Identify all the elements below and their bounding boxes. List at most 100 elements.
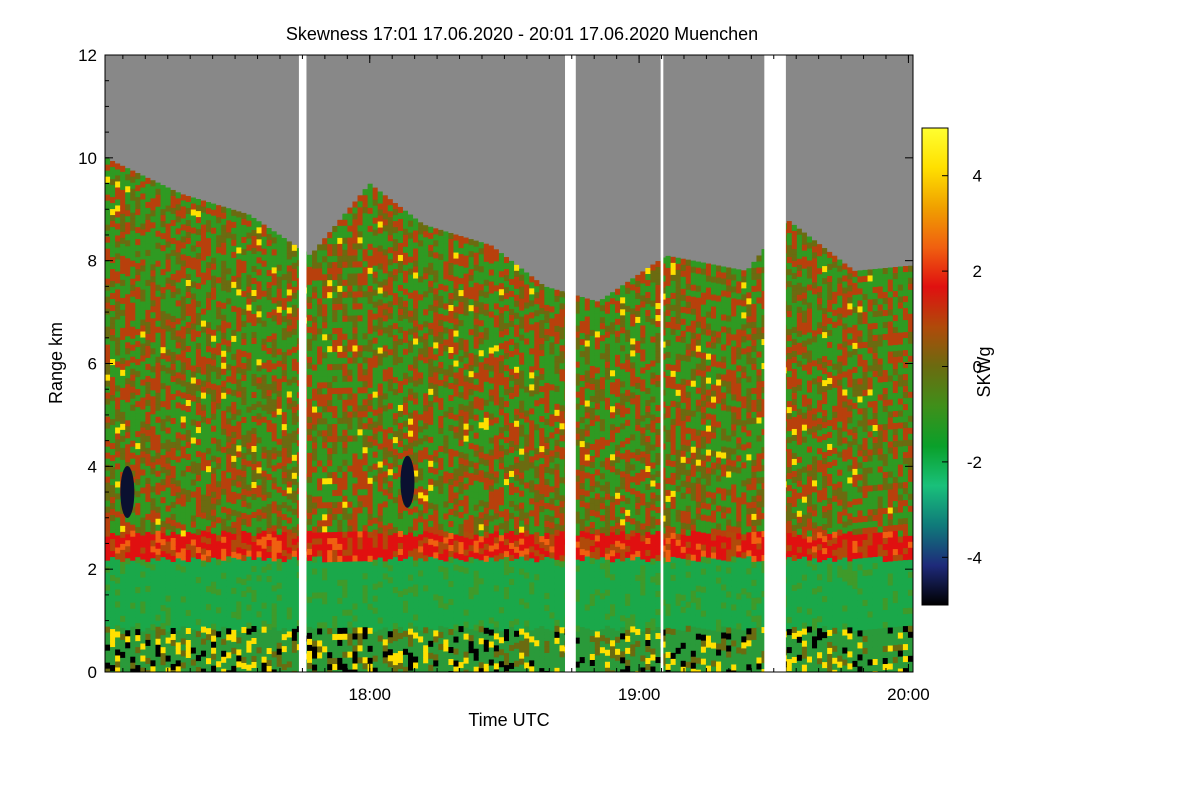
heatmap-cell: [418, 354, 424, 361]
heatmap-cell: [322, 658, 328, 665]
heatmap-cell: [307, 620, 313, 628]
heatmap-cell: [362, 189, 369, 196]
heatmap-cell: [211, 551, 217, 559]
heatmap-cell: [105, 242, 111, 250]
heatmap-cell: [175, 240, 182, 247]
heatmap-cell: [266, 390, 273, 397]
heatmap-cell: [347, 345, 354, 353]
heatmap-cell: [337, 435, 343, 443]
heatmap-cell: [211, 671, 217, 672]
heatmap-cell: [408, 514, 414, 522]
heatmap-cell: [397, 332, 404, 340]
heatmap-cell: [190, 473, 197, 481]
heatmap-cell: [165, 487, 172, 495]
heatmap-cell: [322, 250, 328, 257]
heatmap-cell: [165, 199, 172, 207]
heatmap-cell: [130, 314, 136, 322]
heatmap-cell: [327, 244, 333, 251]
heatmap-cell: [216, 547, 222, 554]
heatmap-cell: [372, 403, 379, 411]
heatmap-cell: [241, 230, 247, 238]
heatmap-cell: [125, 588, 131, 595]
heatmap-cell: [372, 427, 379, 435]
heatmap-cell: [347, 561, 354, 569]
heatmap-cell: [120, 345, 126, 353]
heatmap-cell: [307, 428, 313, 436]
heatmap-cell: [135, 617, 141, 624]
heatmap-cell: [160, 305, 167, 312]
heatmap-cell: [337, 447, 343, 455]
heatmap-cell: [170, 297, 177, 305]
heatmap-cell: [165, 643, 172, 651]
heatmap-cell: [261, 626, 268, 634]
heatmap-cell: [332, 472, 338, 479]
heatmap-cell: [241, 320, 247, 328]
heatmap-cell: [281, 568, 288, 575]
heatmap-cell: [115, 649, 121, 656]
heatmap-cell: [110, 521, 116, 528]
heatmap-cell: [286, 391, 293, 398]
heatmap-cell: [367, 183, 374, 191]
heatmap-cell: [367, 447, 374, 455]
heatmap-cell: [281, 484, 288, 491]
heatmap-cell: [130, 392, 136, 400]
heatmap-cell: [347, 579, 354, 587]
heatmap-cell: [271, 399, 278, 406]
heatmap-cell: [276, 414, 283, 422]
heatmap-cell: [216, 643, 222, 650]
heatmap-cell: [155, 578, 162, 586]
heatmap-cell: [362, 363, 369, 370]
heatmap-cell: [392, 383, 399, 390]
heatmap-cell: [392, 467, 399, 474]
heatmap-cell: [236, 505, 242, 512]
heatmap-cell: [367, 555, 374, 563]
heatmap-cell: [408, 448, 414, 456]
heatmap-cell: [246, 232, 253, 240]
heatmap-cell: [200, 566, 207, 574]
heatmap-cell: [115, 667, 121, 672]
heatmap-cell: [231, 311, 237, 319]
heatmap-cell: [327, 370, 333, 377]
heatmap-cell: [382, 273, 389, 280]
heatmap-cell: [130, 512, 136, 520]
heatmap-cell: [312, 640, 318, 648]
heatmap-cell: [135, 401, 141, 408]
heatmap-cell: [307, 662, 313, 670]
heatmap-cell: [362, 561, 369, 568]
heatmap-cell: [337, 531, 343, 539]
heatmap-cell: [392, 449, 399, 456]
heatmap-cell: [155, 230, 162, 238]
heatmap-cell: [120, 237, 126, 245]
heatmap-cell: [150, 576, 157, 583]
heatmap-cell: [130, 440, 136, 448]
heatmap-cell: [367, 261, 374, 269]
heatmap-cell: [256, 611, 263, 618]
heatmap-cell: [125, 294, 131, 301]
heatmap-cell: [120, 597, 126, 605]
heatmap-cell: [281, 280, 288, 287]
heatmap-cell: [135, 251, 141, 258]
heatmap-cell: [276, 564, 283, 572]
heatmap-cell: [377, 461, 384, 469]
heatmap-cell: [190, 323, 197, 331]
heatmap-cell: [206, 286, 212, 293]
heatmap-cell: [251, 655, 258, 663]
heatmap-cell: [372, 193, 379, 201]
heatmap-cell: [200, 632, 207, 640]
no-data-cell: [231, 55, 237, 210]
heatmap-cell: [251, 259, 258, 267]
heatmap-cell: [402, 522, 409, 530]
heatmap-cell: [211, 365, 217, 373]
heatmap-cell: [367, 495, 374, 503]
no-data-cell: [347, 55, 354, 208]
heatmap-cell: [226, 376, 232, 383]
heatmap-cell: [226, 514, 232, 521]
heatmap-cell: [251, 445, 258, 453]
heatmap-cell: [357, 387, 364, 394]
heatmap-cell: [402, 588, 409, 596]
heatmap-cell: [357, 351, 364, 358]
heatmap-cell: [312, 412, 318, 420]
heatmap-cell: [337, 597, 343, 605]
heatmap-cell: [408, 652, 414, 660]
heatmap-cell: [397, 464, 404, 472]
